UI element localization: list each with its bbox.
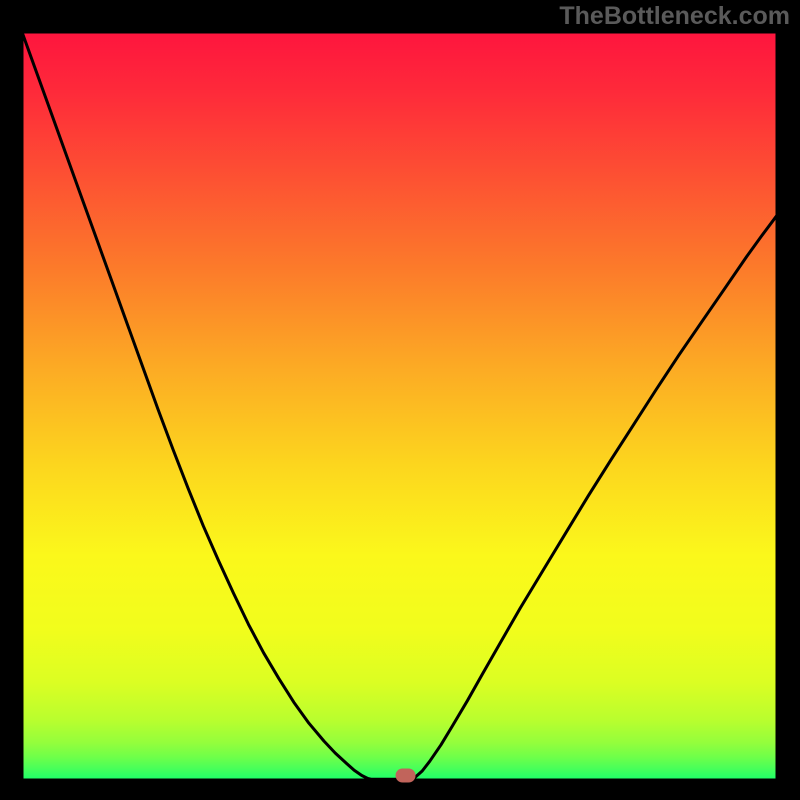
bottleneck-chart (0, 0, 800, 800)
watermark-text: TheBottleneck.com (559, 2, 790, 31)
chart-container: { "watermark": { "text": "TheBottleneck.… (0, 0, 800, 800)
optimum-marker (396, 769, 416, 783)
plot-area (22, 32, 777, 780)
